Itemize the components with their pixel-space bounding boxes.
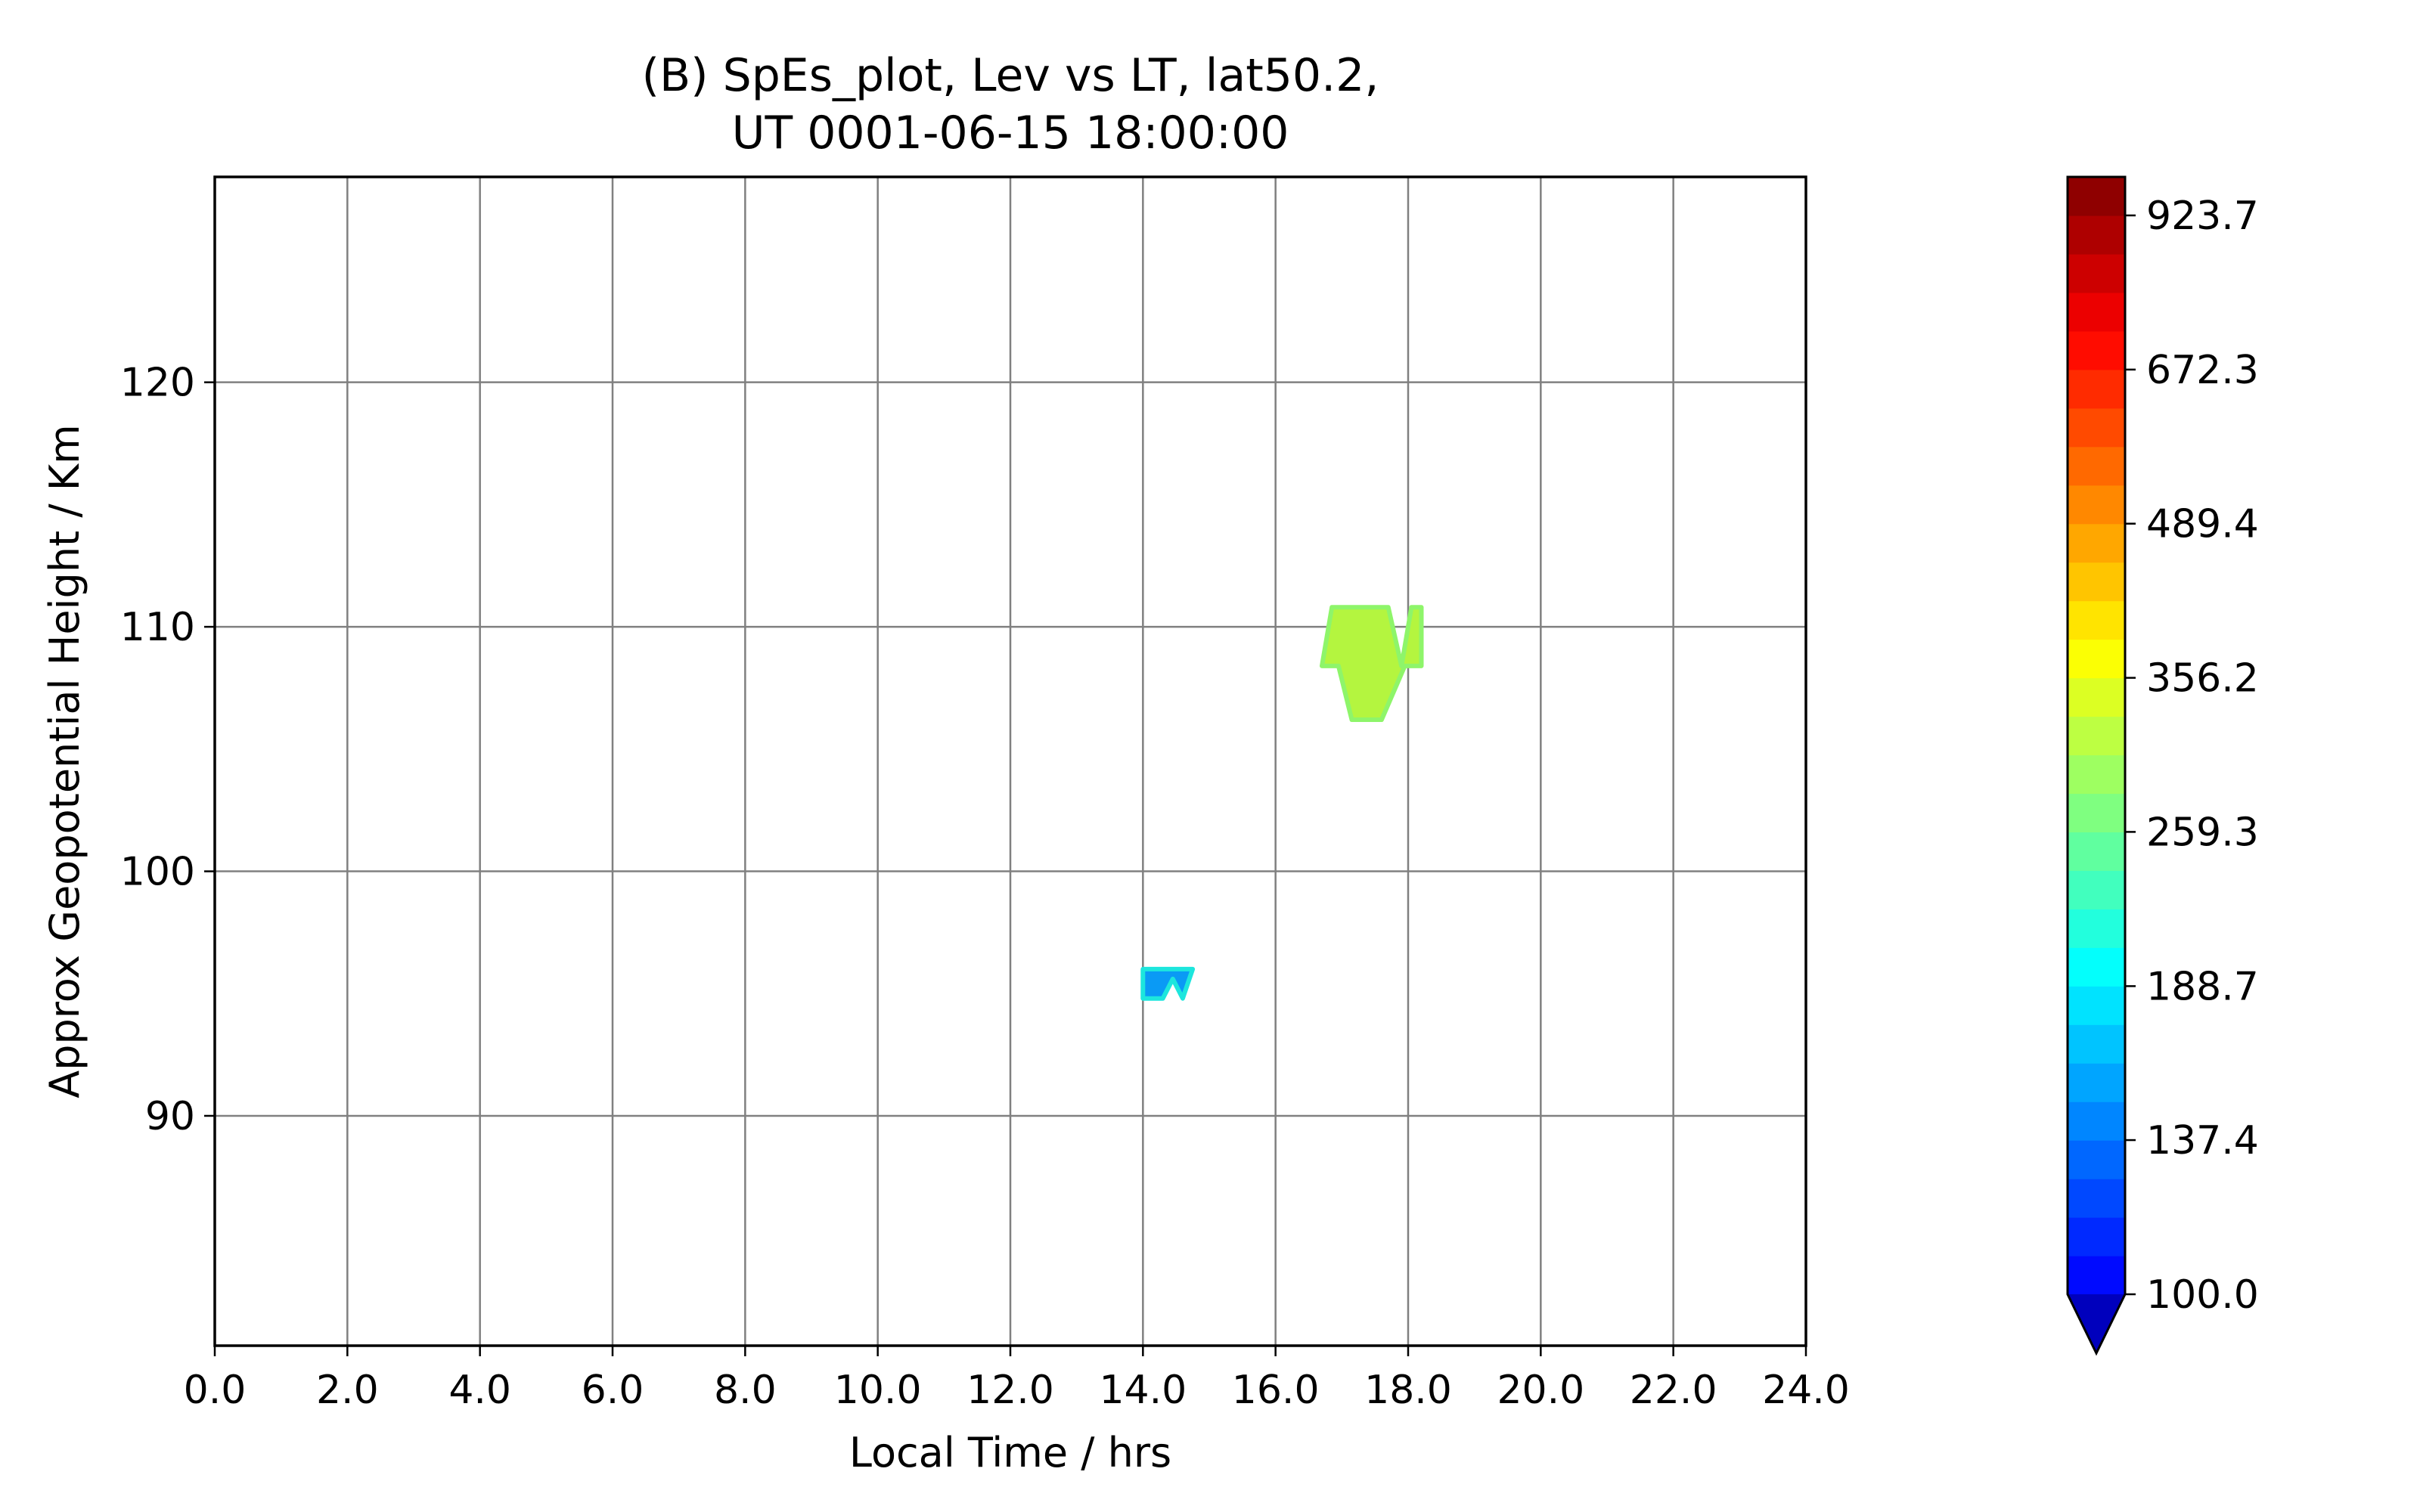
- colorbar-segment: [2068, 947, 2125, 987]
- x-tick-label: 22.0: [1630, 1368, 1717, 1413]
- colorbar-tick-label: 259.3: [2146, 810, 2259, 855]
- colorbar-segment: [2068, 1101, 2125, 1141]
- grid: [215, 177, 1806, 1346]
- y-tick-label: 100: [120, 850, 195, 895]
- colorbar-segment: [2068, 909, 2125, 948]
- colorbar-segment: [2068, 523, 2125, 563]
- colorbar-segment: [2068, 215, 2125, 255]
- colorbar-segment: [2068, 870, 2125, 909]
- colorbar-segment: [2068, 330, 2125, 370]
- colorbar-segment: [2068, 562, 2125, 602]
- colorbar-tick-label: 137.4: [2146, 1118, 2259, 1163]
- x-tick-label: 0.0: [184, 1368, 247, 1413]
- x-tick-label: 2.0: [316, 1368, 379, 1413]
- colorbar-segment: [2068, 754, 2125, 795]
- colorbar-segment: [2068, 639, 2125, 679]
- x-tick-label: 16.0: [1232, 1368, 1320, 1413]
- colorbar-segment: [2068, 716, 2125, 756]
- colorbar-tick-label: 672.3: [2146, 348, 2259, 393]
- colorbar-segment: [2068, 369, 2125, 409]
- x-tick-label: 10.0: [834, 1368, 922, 1413]
- colorbar-segment: [2068, 1256, 2125, 1295]
- colorbar-segment: [2068, 832, 2125, 871]
- colorbar-tick-label: 188.7: [2146, 964, 2259, 1009]
- contour-patch-17lt: [1320, 605, 1424, 722]
- x-tick-label: 20.0: [1497, 1368, 1584, 1413]
- colorbar-segment: [2068, 986, 2125, 1025]
- x-tick-label: 6.0: [582, 1368, 644, 1413]
- colorbar: 100.0 137.4 188.7 259.3 356.2 489.4 672.3 923.7: [2066, 175, 2259, 1356]
- colorbar-segment: [2068, 292, 2125, 332]
- colorbar-segment: [2068, 446, 2125, 486]
- colorbar-segment: [2068, 485, 2125, 525]
- colorbar-tick-label: 489.4: [2146, 502, 2259, 547]
- x-tick-label: 18.0: [1364, 1368, 1452, 1413]
- chart-title-line-1: (B) SpEs_plot, Lev vs LT, lat50.2,: [642, 49, 1379, 102]
- colorbar-segment: [2068, 600, 2125, 640]
- y-axis-label: Approx Geopotential Height / Km: [41, 424, 88, 1098]
- colorbar-segment: [2068, 1063, 2125, 1102]
- colorbar-tick-label: 923.7: [2146, 194, 2259, 239]
- contour-regions: [1140, 605, 1424, 1001]
- colorbar-segment: [2068, 407, 2125, 448]
- chart-title-line-2: UT 0001-06-15 18:00:00: [732, 107, 1289, 160]
- y-axis-ticks: 90 100 110 120: [120, 361, 215, 1139]
- colorbar-segment: [2068, 177, 2125, 216]
- colorbar-segment: [2068, 1217, 2125, 1256]
- x-tick-label: 8.0: [714, 1368, 777, 1413]
- contour-patch-14lt: [1140, 966, 1196, 1001]
- colorbar-segment: [2068, 1140, 2125, 1179]
- colorbar-segment: [2068, 253, 2125, 293]
- colorbar-outline: [2066, 175, 2127, 1356]
- x-tick-label: 14.0: [1099, 1368, 1187, 1413]
- x-axis-ticks: 0.0 2.0 4.0 6.0 8.0 10.0 12.0 14.0 16.0 18.0 20.0 2…: [184, 1346, 1850, 1413]
- colorbar-segment: [2068, 677, 2125, 717]
- x-tick-label: 24.0: [1762, 1368, 1850, 1413]
- colorbar-segment: [2068, 1179, 2125, 1218]
- colorbar-tick-label: 100.0: [2146, 1272, 2259, 1318]
- x-axis-label: Local Time / hrs: [849, 1429, 1171, 1476]
- colorbar-segment: [2068, 793, 2125, 833]
- colorbar-segment: [2068, 1024, 2125, 1064]
- y-tick-label: 110: [120, 605, 195, 650]
- x-tick-label: 12.0: [966, 1368, 1054, 1413]
- y-tick-label: 90: [145, 1094, 195, 1139]
- colorbar-extend-triangle: [2068, 1294, 2125, 1353]
- y-tick-label: 120: [120, 361, 195, 406]
- x-tick-label: 4.0: [448, 1368, 511, 1413]
- colorbar-tick-label: 356.2: [2146, 656, 2259, 702]
